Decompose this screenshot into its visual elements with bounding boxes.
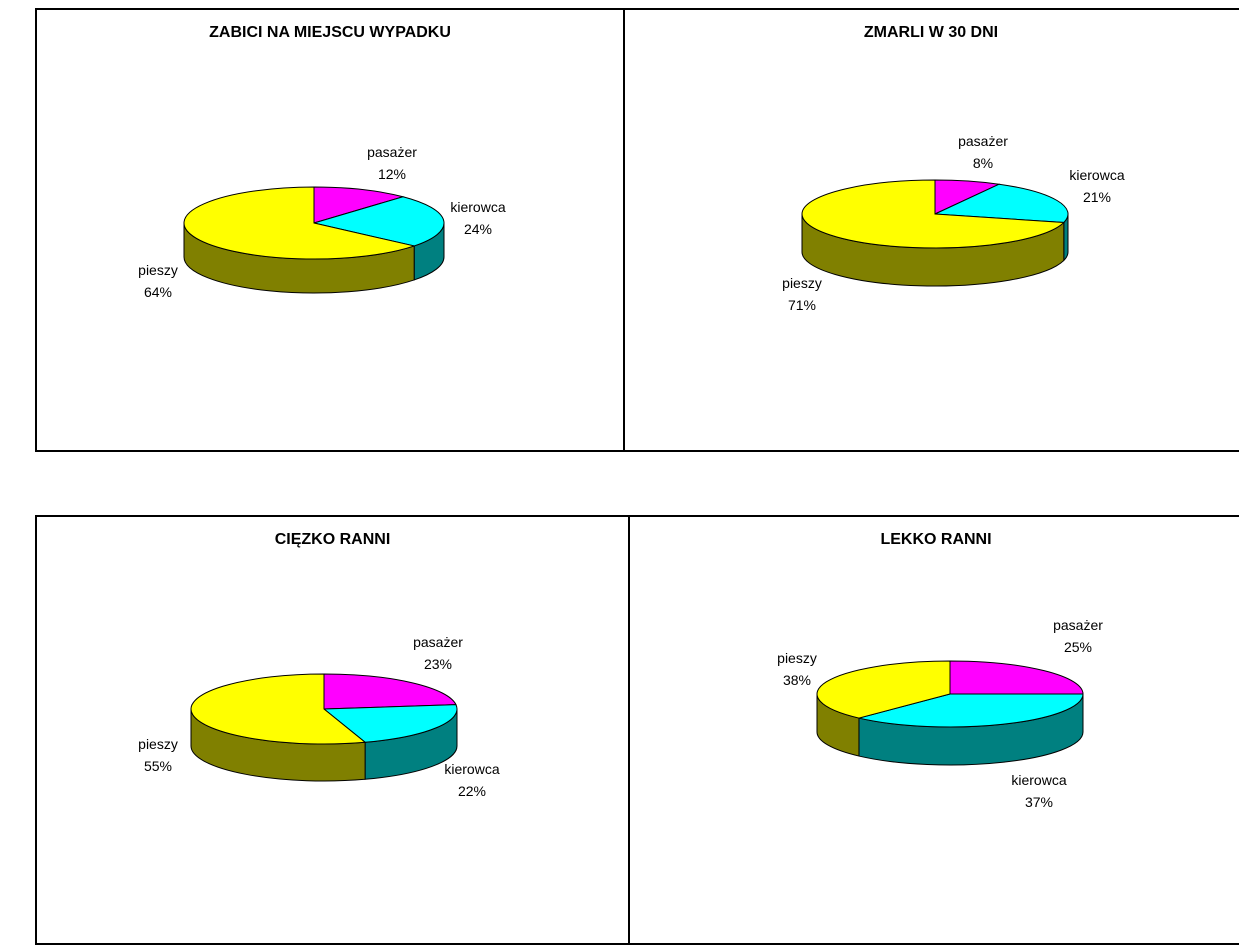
chart-title: ZMARLI W 30 DNI: [863, 24, 999, 41]
slice-percent-pasazer: 8%: [973, 155, 993, 171]
slice-label-kierowca: kierowca: [444, 761, 499, 777]
slice-label-kierowca: kierowca: [1069, 167, 1124, 183]
slice-label-kierowca: kierowca: [450, 199, 505, 215]
slice-percent-pasazer: 23%: [424, 656, 452, 672]
slice-label-pasazer: pasażer: [367, 144, 417, 160]
slice-label-pieszy: pieszy: [138, 736, 178, 752]
pie-slice-kierowca: [322, 704, 458, 743]
pie-chart-0: pasażer 12% kierowca 24% pieszy 64%: [138, 144, 506, 300]
pie-slice-pasazer: [313, 186, 405, 224]
slice-label-kierowca: kierowca: [1011, 772, 1066, 788]
pie-slice-pieszy: [816, 660, 951, 719]
slice-label-pasazer: pasażer: [413, 634, 463, 650]
chart-panel-1: ZMARLI W 30 DNI: [623, 8, 1239, 452]
slice-percent-pieszy: 38%: [783, 672, 811, 688]
slice-percent-pasazer: 12%: [378, 166, 406, 182]
slice-percent-kierowca: 24%: [464, 221, 492, 237]
pie-chart-2: pasażer 23% kierowca 22% pieszy 55%: [138, 634, 500, 799]
slice-label-pieszy: pieszy: [782, 275, 822, 291]
pie-slice-pieszy: [183, 186, 417, 260]
slice-label-pasazer: pasażer: [1053, 617, 1103, 633]
pie-slice-pieszy: [801, 179, 1065, 249]
pie-slice-pasazer: [323, 673, 457, 710]
slice-label-pieszy: pieszy: [777, 650, 817, 666]
pie-slice-pasazer: [949, 660, 1084, 695]
chart-title: LEKKO RANNI: [880, 531, 992, 548]
slice-percent-kierowca: 22%: [458, 783, 486, 799]
slice-percent-pasazer: 25%: [1064, 639, 1092, 655]
slice-percent-pieszy: 64%: [144, 284, 172, 300]
slice-label-pasazer: pasażer: [958, 133, 1008, 149]
slice-percent-kierowca: 37%: [1025, 794, 1053, 810]
chart-title: ZABICI NA MIEJSCU WYPADKU: [209, 24, 451, 41]
slice-percent-kierowca: 21%: [1083, 189, 1111, 205]
pie-slice-pieszy: [190, 673, 367, 745]
slice-percent-pieszy: 55%: [144, 758, 172, 774]
pie-chart-1: pasażer 8% kierowca 21% pieszy 71%: [782, 133, 1125, 313]
slice-label-pieszy: pieszy: [138, 262, 178, 278]
pie-slice-kierowca: [858, 693, 1084, 728]
chart-title: CIĘZKO RANNI: [274, 531, 391, 548]
slice-percent-pieszy: 71%: [788, 297, 816, 313]
pie-chart-3: pasażer 25% kierowca 37% pieszy 38%: [777, 617, 1103, 810]
pie-slice-kierowca: [312, 196, 445, 247]
pie-slice-kierowca: [934, 183, 1069, 223]
